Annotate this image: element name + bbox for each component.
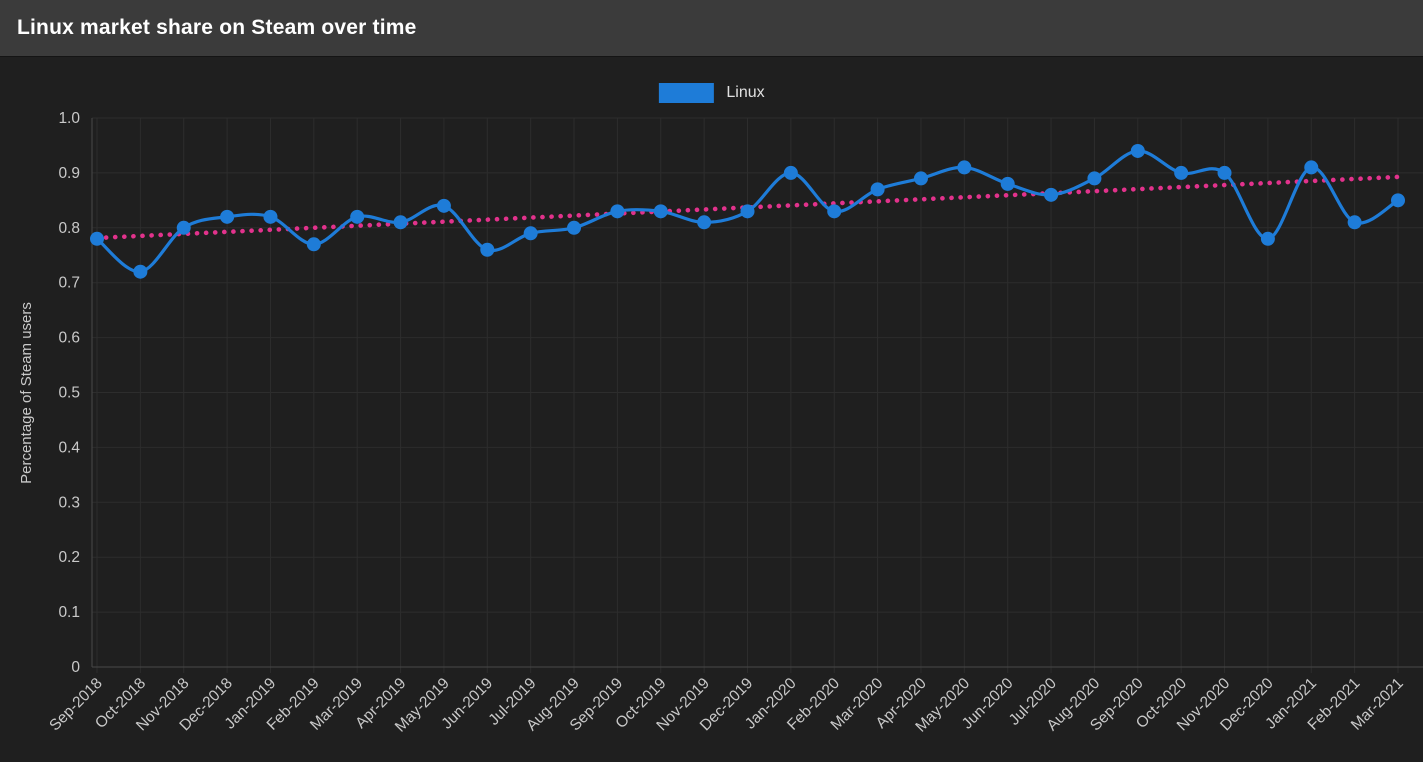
data-point[interactable]: Aug-2019: 0.8: [567, 220, 582, 235]
data-point[interactable]: Jun-2019: 0.76: [480, 242, 495, 257]
y-tick-label: 0: [71, 659, 80, 676]
title-bar: Linux market share on Steam over time: [0, 0, 1423, 57]
data-point[interactable]: Sep-2019: 0.83: [610, 204, 625, 219]
data-point[interactable]: Nov-2018: 0.8: [176, 220, 191, 235]
data-point[interactable]: Dec-2020: 0.78: [1260, 231, 1275, 246]
data-point[interactable]: Apr-2019: 0.81: [393, 215, 408, 230]
y-tick-label: 0.1: [58, 604, 80, 621]
y-tick-label: 1.0: [58, 110, 80, 127]
data-point[interactable]: Apr-2020: 0.89: [913, 171, 928, 186]
data-point[interactable]: Mar-2021: 0.85: [1391, 193, 1405, 208]
data-point[interactable]: Dec-2019: 0.83: [740, 204, 755, 219]
data-point[interactable]: Jan-2020: 0.9: [783, 165, 798, 180]
data-point[interactable]: May-2020: 0.91: [957, 160, 972, 175]
legend-label-linux: Linux: [726, 84, 765, 101]
data-point[interactable]: Oct-2020: 0.9: [1174, 165, 1189, 180]
y-tick-label: 0.3: [58, 494, 80, 511]
chart-area: Linux Sep-2018: 0.78 Oct-2018: 0.72 Nov-20…: [0, 57, 1423, 762]
data-point[interactable]: May-2019: 0.84: [436, 198, 451, 213]
data-point[interactable]: Mar-2019: 0.82: [350, 209, 365, 224]
y-tick-label: 0.5: [58, 385, 80, 402]
page-title: Linux market share on Steam over time: [17, 16, 417, 39]
chart-legend: Linux: [658, 83, 765, 103]
data-point[interactable]: Feb-2020: 0.83: [827, 204, 842, 219]
data-point[interactable]: Mar-2020: 0.87: [870, 182, 885, 197]
y-tick-label: 0.7: [58, 275, 80, 292]
data-point[interactable]: Sep-2020: 0.94: [1130, 143, 1145, 158]
data-point[interactable]: Jan-2019: 0.82: [263, 209, 278, 224]
data-point[interactable]: Dec-2018: 0.82: [220, 209, 235, 224]
data-point[interactable]: Sep-2018: 0.78: [90, 231, 104, 246]
y-axis-title: Percentage of Steam users: [18, 302, 35, 484]
data-point[interactable]: Nov-2019: 0.81: [697, 215, 712, 230]
data-point[interactable]: Nov-2020: 0.9: [1217, 165, 1232, 180]
data-point[interactable]: Oct-2018: 0.72: [133, 264, 148, 279]
data-point[interactable]: Feb-2019: 0.77: [306, 237, 321, 252]
data-point[interactable]: Jun-2020: 0.88: [1000, 176, 1015, 191]
data-point[interactable]: Oct-2019: 0.83: [653, 204, 668, 219]
trend-line: [94, 174, 1401, 241]
y-tick-label: 0.8: [58, 220, 80, 237]
legend-swatch-linux: [658, 83, 714, 103]
data-point[interactable]: Jul-2020: 0.86: [1044, 187, 1059, 202]
legend-item-linux[interactable]: Linux: [658, 83, 765, 103]
data-point[interactable]: Jan-2021: 0.91: [1304, 160, 1319, 175]
data-point[interactable]: Feb-2021: 0.81: [1347, 215, 1362, 230]
line-chart: Sep-2018: 0.78 Oct-2018: 0.72 Nov-2018: 0.…: [18, 110, 1423, 736]
y-tick-label: 0.6: [58, 330, 80, 347]
y-tick-label: 0.9: [58, 165, 80, 182]
y-tick-label: 0.4: [58, 439, 80, 456]
data-point[interactable]: Jul-2019: 0.79: [523, 226, 538, 241]
y-tick-label: 0.2: [58, 549, 80, 566]
data-point[interactable]: Aug-2020: 0.89: [1087, 171, 1102, 186]
